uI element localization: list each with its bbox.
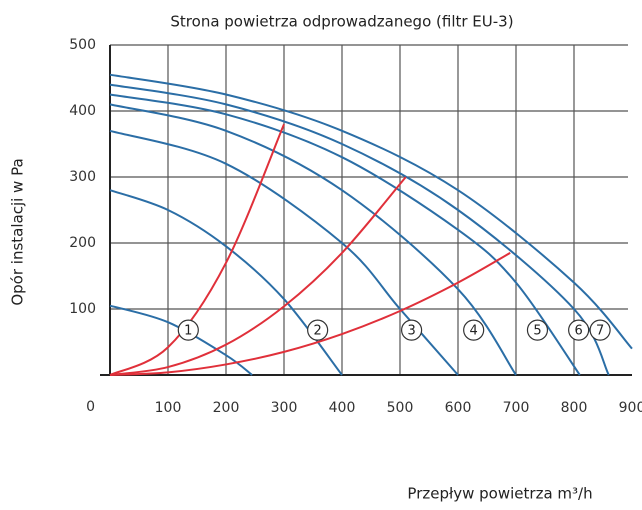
curve <box>109 304 253 376</box>
curve-number: 6 <box>574 324 582 339</box>
x-tick-label: 300 <box>271 400 298 416</box>
x-axis-label: Przepływ powietrza m³/h <box>407 485 592 503</box>
curve-number-circle <box>463 319 485 341</box>
curve <box>109 83 610 376</box>
y-tick-label: 300 <box>69 169 96 185</box>
curve <box>109 103 517 376</box>
y-axis-label: Opór instalacji w Pa <box>9 158 27 305</box>
y-tick-label: 0 <box>86 399 95 415</box>
curve-number: 4 <box>470 324 478 339</box>
y-tick-label: 400 <box>69 103 96 119</box>
x-tick-label: 800 <box>561 400 588 416</box>
x-tick-label: 100 <box>155 400 182 416</box>
x-tick-label: 500 <box>387 400 414 416</box>
curve-number-circle <box>526 319 549 341</box>
curve <box>109 252 511 376</box>
curve-number-circle <box>177 319 199 341</box>
curve <box>109 123 285 376</box>
curve <box>109 176 407 376</box>
curve-number-circle <box>401 319 423 341</box>
y-tick-label: 200 <box>69 235 96 251</box>
curve <box>109 93 581 376</box>
curve-number-circle <box>307 319 329 341</box>
curve-number-circle <box>589 319 611 341</box>
x-tick-label: 900 <box>619 400 642 416</box>
curve-number: 2 <box>313 324 321 339</box>
curve-number-circle <box>568 319 590 341</box>
curve <box>109 73 633 350</box>
curve-number: 5 <box>533 324 541 339</box>
curve-number: 3 <box>407 324 415 339</box>
curve-number: 7 <box>596 324 604 339</box>
curve-number: 1 <box>184 324 192 339</box>
y-tick-label: 100 <box>69 301 96 317</box>
x-tick-label: 700 <box>503 400 530 416</box>
chart-title: Strona powietrza odprowadzanego (filtr E… <box>170 13 513 31</box>
x-tick-label: 400 <box>329 400 356 416</box>
y-tick-label: 500 <box>69 37 96 53</box>
x-tick-label: 200 <box>213 400 240 416</box>
x-tick-label: 600 <box>445 400 472 416</box>
